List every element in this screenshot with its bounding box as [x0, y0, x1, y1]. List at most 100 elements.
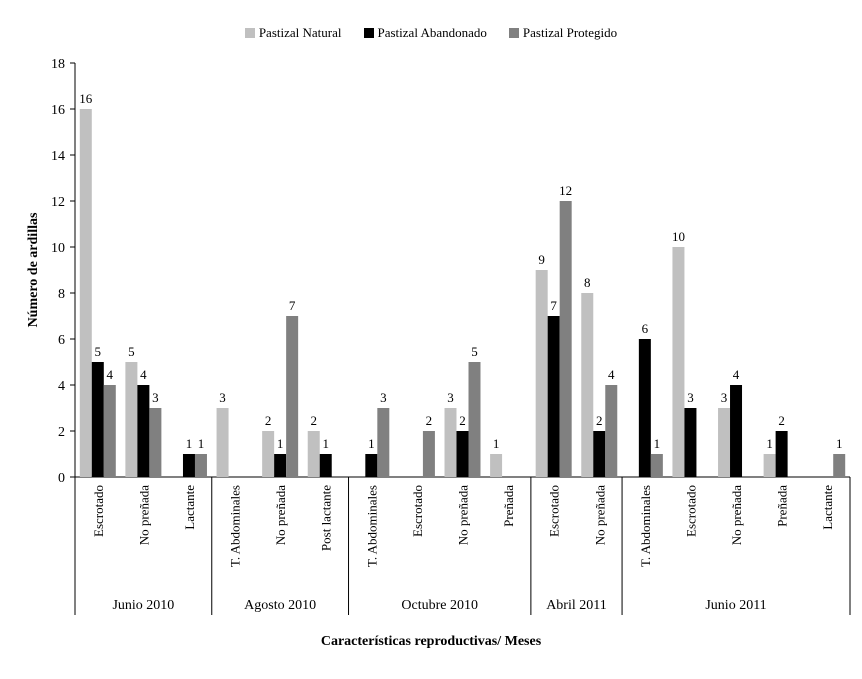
category-label: No preñada — [729, 485, 744, 546]
data-label: 7 — [289, 298, 296, 313]
category-label: No preñada — [273, 485, 288, 546]
bar-1 — [775, 431, 788, 477]
data-label: 3 — [447, 390, 454, 405]
data-label: 1 — [654, 436, 661, 451]
data-label: 5 — [128, 344, 135, 359]
bar-2 — [103, 385, 116, 477]
bar-2 — [833, 454, 846, 477]
data-label: 7 — [550, 298, 557, 313]
y-tick-label: 8 — [58, 287, 65, 302]
bar-1 — [593, 431, 606, 477]
bar-0 — [79, 109, 92, 477]
data-label: 9 — [538, 252, 545, 267]
data-label: 2 — [310, 413, 317, 428]
category-label: Escrotado — [410, 485, 425, 537]
bar-1 — [730, 385, 743, 477]
bar-1 — [274, 454, 287, 477]
category-label: No preñada — [136, 485, 151, 546]
y-tick-label: 0 — [58, 471, 65, 486]
y-tick-label: 4 — [58, 379, 65, 394]
data-label: 1 — [766, 436, 773, 451]
data-label: 3 — [219, 390, 226, 405]
bar-0 — [216, 408, 229, 477]
y-tick-label: 12 — [51, 195, 65, 210]
legend-swatch-protegido — [508, 28, 519, 38]
bar-2 — [377, 408, 390, 477]
data-label: 6 — [642, 321, 649, 336]
bar-1 — [638, 339, 651, 477]
data-label: 1 — [368, 436, 375, 451]
legend-swatch-natural — [244, 28, 255, 38]
bar-0 — [535, 270, 548, 477]
bar-2 — [468, 362, 481, 477]
bar-1 — [91, 362, 104, 477]
data-label: 1 — [322, 436, 329, 451]
bar-2 — [605, 385, 618, 477]
bar-2 — [286, 316, 299, 477]
y-tick-label: 14 — [51, 149, 65, 164]
data-label: 4 — [733, 367, 740, 382]
legend-item-natural: Pastizal Natural — [244, 25, 342, 41]
bar-2 — [422, 431, 435, 477]
bar-0 — [444, 408, 457, 477]
bar-1 — [365, 454, 378, 477]
bar-0 — [262, 431, 275, 477]
data-label: 16 — [79, 91, 93, 106]
data-label: 2 — [265, 413, 272, 428]
group-label: Agosto 2010 — [244, 598, 316, 613]
data-label: 2 — [426, 413, 433, 428]
y-tick-label: 10 — [51, 241, 65, 256]
bar-1 — [547, 316, 560, 477]
category-label: Preñada — [775, 485, 790, 527]
legend-label-protegido: Pastizal Protegido — [522, 25, 618, 40]
bar-2 — [149, 408, 162, 477]
category-label: Escrotado — [91, 485, 106, 537]
data-label: 4 — [608, 367, 615, 382]
group-label: Octubre 2010 — [401, 598, 478, 613]
category-label: T. Abdominales — [638, 485, 653, 567]
category-label: T. Abdominales — [364, 485, 379, 567]
bar-0 — [307, 431, 320, 477]
bar-0 — [581, 293, 594, 477]
legend-item-abandonado: Pastizal Abandonado — [363, 25, 487, 41]
bar-0 — [125, 362, 138, 477]
category-label: Escrotado — [683, 485, 698, 537]
category-label: Lactante — [820, 485, 835, 530]
bar-0 — [718, 408, 731, 477]
data-label: 5 — [471, 344, 478, 359]
data-label: 5 — [95, 344, 102, 359]
bar-1 — [456, 431, 469, 477]
data-label: 3 — [721, 390, 728, 405]
group-label: Abril 2011 — [546, 598, 607, 613]
data-label: 12 — [559, 183, 572, 198]
bar-0 — [763, 454, 776, 477]
y-tick-label: 18 — [51, 57, 65, 72]
legend-swatch-abandonado — [363, 28, 374, 38]
bar-0 — [490, 454, 503, 477]
data-label: 4 — [107, 367, 114, 382]
bar-1 — [684, 408, 697, 477]
data-label: 2 — [778, 413, 785, 428]
category-label: T. Abdominales — [228, 485, 243, 567]
legend: Pastizal Natural Pastizal Abandonado Pas… — [0, 25, 862, 41]
x-axis-title: Características reproductivas/ Meses — [320, 634, 542, 649]
data-label: 3 — [687, 390, 694, 405]
data-label: 2 — [596, 413, 603, 428]
y-tick-label: 2 — [58, 425, 65, 440]
group-label: Junio 2010 — [112, 598, 174, 613]
data-label: 10 — [672, 229, 685, 244]
y-tick-label: 16 — [51, 103, 65, 118]
bar-1 — [182, 454, 195, 477]
bar-2 — [559, 201, 572, 477]
bar-1 — [137, 385, 150, 477]
data-label: 3 — [152, 390, 159, 405]
bar-2 — [650, 454, 663, 477]
legend-label-natural: Pastizal Natural — [258, 25, 342, 40]
y-tick-label: 6 — [58, 333, 65, 348]
data-label: 8 — [584, 275, 591, 290]
bar-0 — [672, 247, 685, 477]
category-label: No preñada — [592, 485, 607, 546]
data-label: 4 — [140, 367, 147, 382]
data-label: 1 — [198, 436, 205, 451]
